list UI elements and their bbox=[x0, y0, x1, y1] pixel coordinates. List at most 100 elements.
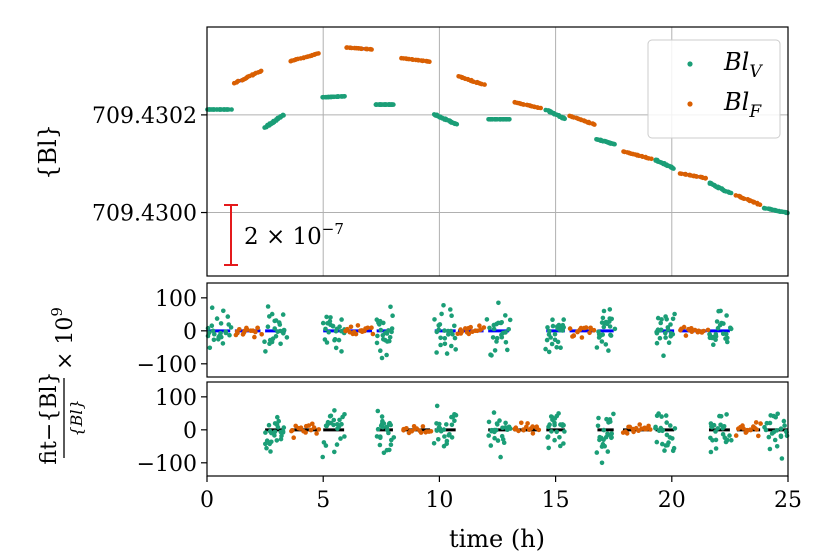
top-point-f-9-17 bbox=[757, 202, 763, 207]
bot-point-v-7-10 bbox=[660, 441, 665, 447]
x-tick-label-10: 10 bbox=[425, 488, 453, 513]
mid-point-v-4-1 bbox=[434, 350, 439, 355]
bot-point-v-6-20 bbox=[608, 419, 613, 424]
mid-point-v-8-14 bbox=[663, 314, 668, 319]
mid-point-v-6-3 bbox=[547, 328, 552, 334]
top-point-v-4-25 bbox=[454, 121, 460, 127]
top-panel-points bbox=[205, 45, 790, 216]
mid-point-v-6-16 bbox=[555, 339, 561, 345]
bot-point-v-0-23 bbox=[281, 425, 287, 430]
bot-point-v-5-14 bbox=[554, 429, 559, 435]
bot-point-f-1-2 bbox=[404, 426, 409, 431]
bot-point-v-9-3 bbox=[766, 434, 772, 440]
mid-point-v-2-12 bbox=[330, 323, 336, 329]
bot-point-v-5-3 bbox=[547, 422, 552, 427]
top-point-f-7-17 bbox=[649, 156, 654, 162]
bot-point-v-0-2 bbox=[263, 430, 268, 435]
mid-point-v-1-2 bbox=[265, 324, 271, 330]
bot-point-f-4-4 bbox=[741, 426, 746, 431]
bot-point-v-3-18 bbox=[449, 435, 455, 440]
mid-point-v-8-3 bbox=[654, 340, 660, 346]
bot-point-f-3-2 bbox=[624, 431, 630, 436]
bot-point-v-4-15 bbox=[498, 454, 503, 460]
residual-y-label-numerator: fit−{Bl} bbox=[37, 371, 62, 464]
bot-point-v-9-1 bbox=[762, 424, 767, 430]
bot-point-v-7-23 bbox=[672, 426, 678, 431]
mid-point-v-1-7 bbox=[269, 311, 275, 317]
mid-point-v-0-15 bbox=[218, 321, 224, 326]
bot-point-f-0-2 bbox=[291, 435, 297, 441]
bot-point-v-9-14 bbox=[775, 411, 780, 417]
mid-point-v-5-19 bbox=[503, 313, 508, 318]
mid-point-v-9-21 bbox=[725, 339, 730, 345]
mid-point-v-8-12 bbox=[663, 335, 668, 340]
top-point-v-5-25 bbox=[506, 117, 512, 122]
bot-point-f-0-14 bbox=[314, 431, 319, 436]
bot-point-v-7-9 bbox=[660, 427, 666, 433]
x-tick-label-5: 5 bbox=[316, 488, 330, 513]
mid-point-v-1-13 bbox=[273, 334, 279, 339]
bot-point-v-1-13 bbox=[332, 408, 337, 413]
mid-point-v-3-23 bbox=[389, 329, 394, 335]
bot-point-v-4-18 bbox=[501, 440, 507, 446]
bot-point-v-3-22 bbox=[453, 412, 459, 418]
bottom-panel-frame bbox=[206, 381, 789, 477]
bot-point-v-8-9 bbox=[713, 437, 719, 443]
x-axis-label: time (h) bbox=[449, 525, 545, 553]
mid-point-v-7-8 bbox=[600, 315, 606, 321]
mid-point-v-5-3 bbox=[489, 353, 494, 358]
mid-point-f-3-15 bbox=[591, 328, 597, 333]
mid-point-v-7-2 bbox=[596, 329, 601, 335]
mid-point-v-4-5 bbox=[437, 322, 443, 327]
bot-point-v-5-1 bbox=[545, 434, 551, 440]
mid-point-v-0-3 bbox=[207, 345, 213, 351]
mid-point-v-6-7 bbox=[548, 335, 553, 340]
x-tick-label-15: 15 bbox=[542, 488, 570, 513]
mid-point-v-1-22 bbox=[281, 327, 287, 333]
bot-point-f-3-15 bbox=[648, 427, 653, 432]
bot-point-v-1-14 bbox=[334, 442, 340, 447]
mid-point-v-9-20 bbox=[725, 335, 730, 341]
mid-point-f-4-14 bbox=[701, 328, 706, 334]
mid-point-f-3-8 bbox=[579, 335, 585, 340]
mid-point-v-7-5 bbox=[599, 339, 605, 344]
mid-point-f-3-3 bbox=[571, 333, 576, 338]
mid-point-v-4-23 bbox=[452, 335, 458, 341]
top-point-v-7-25 bbox=[612, 141, 617, 147]
bot-point-f-2-4 bbox=[519, 420, 524, 426]
bot-point-f-2-11 bbox=[530, 424, 535, 429]
mid-point-f-3-7 bbox=[578, 325, 584, 331]
bot-point-v-6-23 bbox=[611, 411, 616, 417]
mid-point-v-4-22 bbox=[453, 347, 459, 352]
mid-point-v-5-20 bbox=[503, 330, 508, 335]
mid-point-v-5-11 bbox=[494, 335, 500, 341]
mid-y-tick-label-1: 0 bbox=[183, 320, 197, 345]
mid-point-v-5-4 bbox=[490, 335, 496, 340]
mid-point-f-0-15 bbox=[259, 332, 265, 337]
bot-point-v-8-22 bbox=[727, 433, 732, 438]
bot-point-f-2-2 bbox=[513, 425, 519, 431]
top-panel-y-ticks: 709.4302 709.4300 bbox=[92, 104, 207, 227]
mid-point-v-0-17 bbox=[221, 308, 226, 314]
bot-point-v-9-20 bbox=[782, 423, 787, 428]
mid-point-f-0-14 bbox=[255, 325, 260, 331]
bot-point-v-1-9 bbox=[328, 413, 334, 419]
top-point-f-4-17 bbox=[482, 82, 487, 87]
x-axis-ticks: 0 5 10 15 20 25 bbox=[200, 476, 802, 513]
mid-point-v-2-7 bbox=[327, 318, 333, 324]
mid-point-v-0-8 bbox=[211, 337, 217, 343]
mid-point-v-4-20 bbox=[452, 323, 457, 329]
bot-point-v-1-23 bbox=[342, 412, 347, 417]
mid-point-v-8-10 bbox=[661, 353, 666, 359]
mid-point-v-2-14 bbox=[332, 337, 338, 342]
mid-point-v-5-7 bbox=[492, 348, 498, 353]
mid-point-v-4-21 bbox=[450, 332, 455, 337]
mid-point-v-9-9 bbox=[713, 334, 719, 339]
mid-point-v-7-23 bbox=[612, 326, 618, 332]
bot-point-f-2-3 bbox=[516, 428, 521, 434]
bot-point-v-0-9 bbox=[269, 439, 274, 445]
mid-point-v-3-7 bbox=[378, 327, 384, 333]
bot-point-v-7-17 bbox=[666, 440, 671, 445]
bot-point-f-2-15 bbox=[536, 427, 542, 433]
